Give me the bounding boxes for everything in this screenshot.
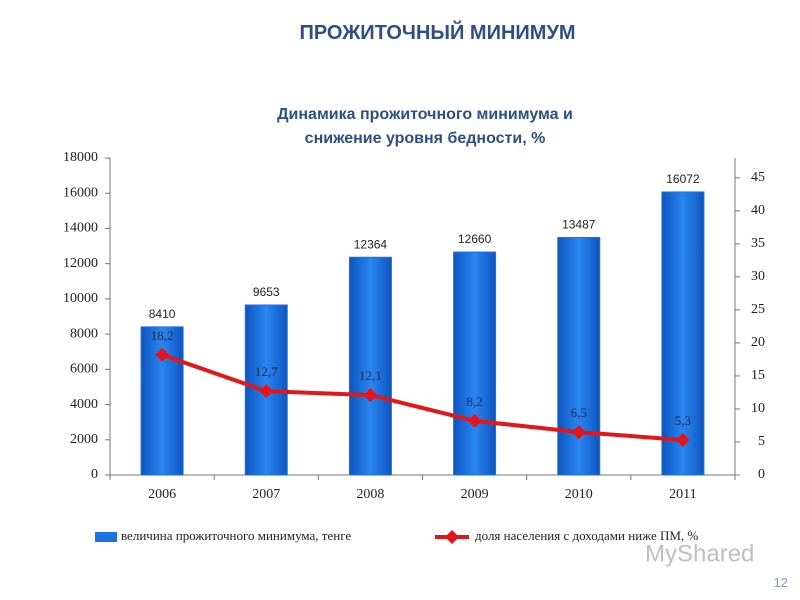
line-value-label: 5,3 [675, 413, 691, 428]
y-tick-label: 6000 [70, 362, 98, 377]
x-tick-label: 2008 [356, 487, 384, 502]
line-value-label: 6,5 [571, 405, 587, 420]
bar-value-label: 8410 [149, 307, 176, 321]
y-tick-label: 2000 [70, 432, 98, 447]
line-value-label: 18,2 [151, 328, 174, 343]
x-tick-label: 2009 [461, 487, 489, 502]
y-tick-label: 8000 [70, 326, 98, 341]
line-marker [363, 388, 378, 403]
bar [661, 191, 705, 476]
line-marker [571, 425, 586, 440]
bar [557, 236, 601, 476]
x-tick-label: 2006 [148, 487, 176, 502]
x-tick-label: 2011 [669, 487, 696, 502]
x-tick-label: 2010 [565, 487, 593, 502]
y-tick-label: 14000 [63, 221, 98, 236]
y-tick-label: 4000 [70, 397, 98, 412]
x-tick-label: 2007 [252, 487, 280, 502]
y2-tick-label: 0 [758, 467, 765, 482]
bar-value-label: 13487 [562, 218, 596, 232]
line [161, 352, 684, 442]
y2-tick-label: 15 [751, 368, 765, 383]
y2-tick-label: 30 [751, 269, 765, 284]
y-tick-label: 12000 [63, 256, 98, 271]
chart-title: Динамика прожиточного минимума и снижени… [277, 106, 573, 147]
y2-tick-label: 35 [751, 236, 765, 251]
legend-label: доля населения с доходами ниже ПМ, % [475, 528, 698, 543]
line-value-label: 8,2 [466, 394, 482, 409]
page-number: 12 [773, 575, 788, 590]
bar [453, 251, 497, 476]
line-marker [259, 384, 274, 399]
legend-label: величина прожиточного минимума, тенге [121, 528, 351, 543]
y2-tick-label: 45 [751, 170, 765, 185]
bar-value-label: 9653 [253, 285, 280, 299]
bar-value-label: 16072 [666, 172, 700, 186]
line-marker [467, 413, 482, 428]
y-tick-label: 10000 [63, 291, 98, 306]
bar [348, 256, 392, 476]
legend-marker [445, 530, 459, 544]
y2-tick-label: 25 [751, 302, 765, 317]
y-tick-label: 0 [91, 467, 98, 482]
y2-tick-label: 40 [751, 203, 765, 218]
y-tick-label: 18000 [63, 150, 98, 165]
bar-value-label: 12364 [354, 237, 388, 251]
watermark: MyShared [645, 540, 754, 567]
line-marker [155, 347, 170, 362]
y2-tick-label: 10 [751, 401, 765, 416]
y-tick-label: 16000 [63, 185, 98, 200]
y2-tick-label: 20 [751, 335, 765, 350]
legend-swatch [95, 532, 117, 542]
bar-value-label: 12660 [458, 232, 492, 246]
y2-tick-label: 5 [758, 434, 765, 449]
slide-title: ПРОЖИТОЧНЫЙ МИНИМУМ [299, 22, 576, 44]
line-value-label: 12,1 [359, 368, 382, 383]
line-marker [675, 432, 690, 447]
line-value-label: 12,7 [255, 364, 278, 379]
